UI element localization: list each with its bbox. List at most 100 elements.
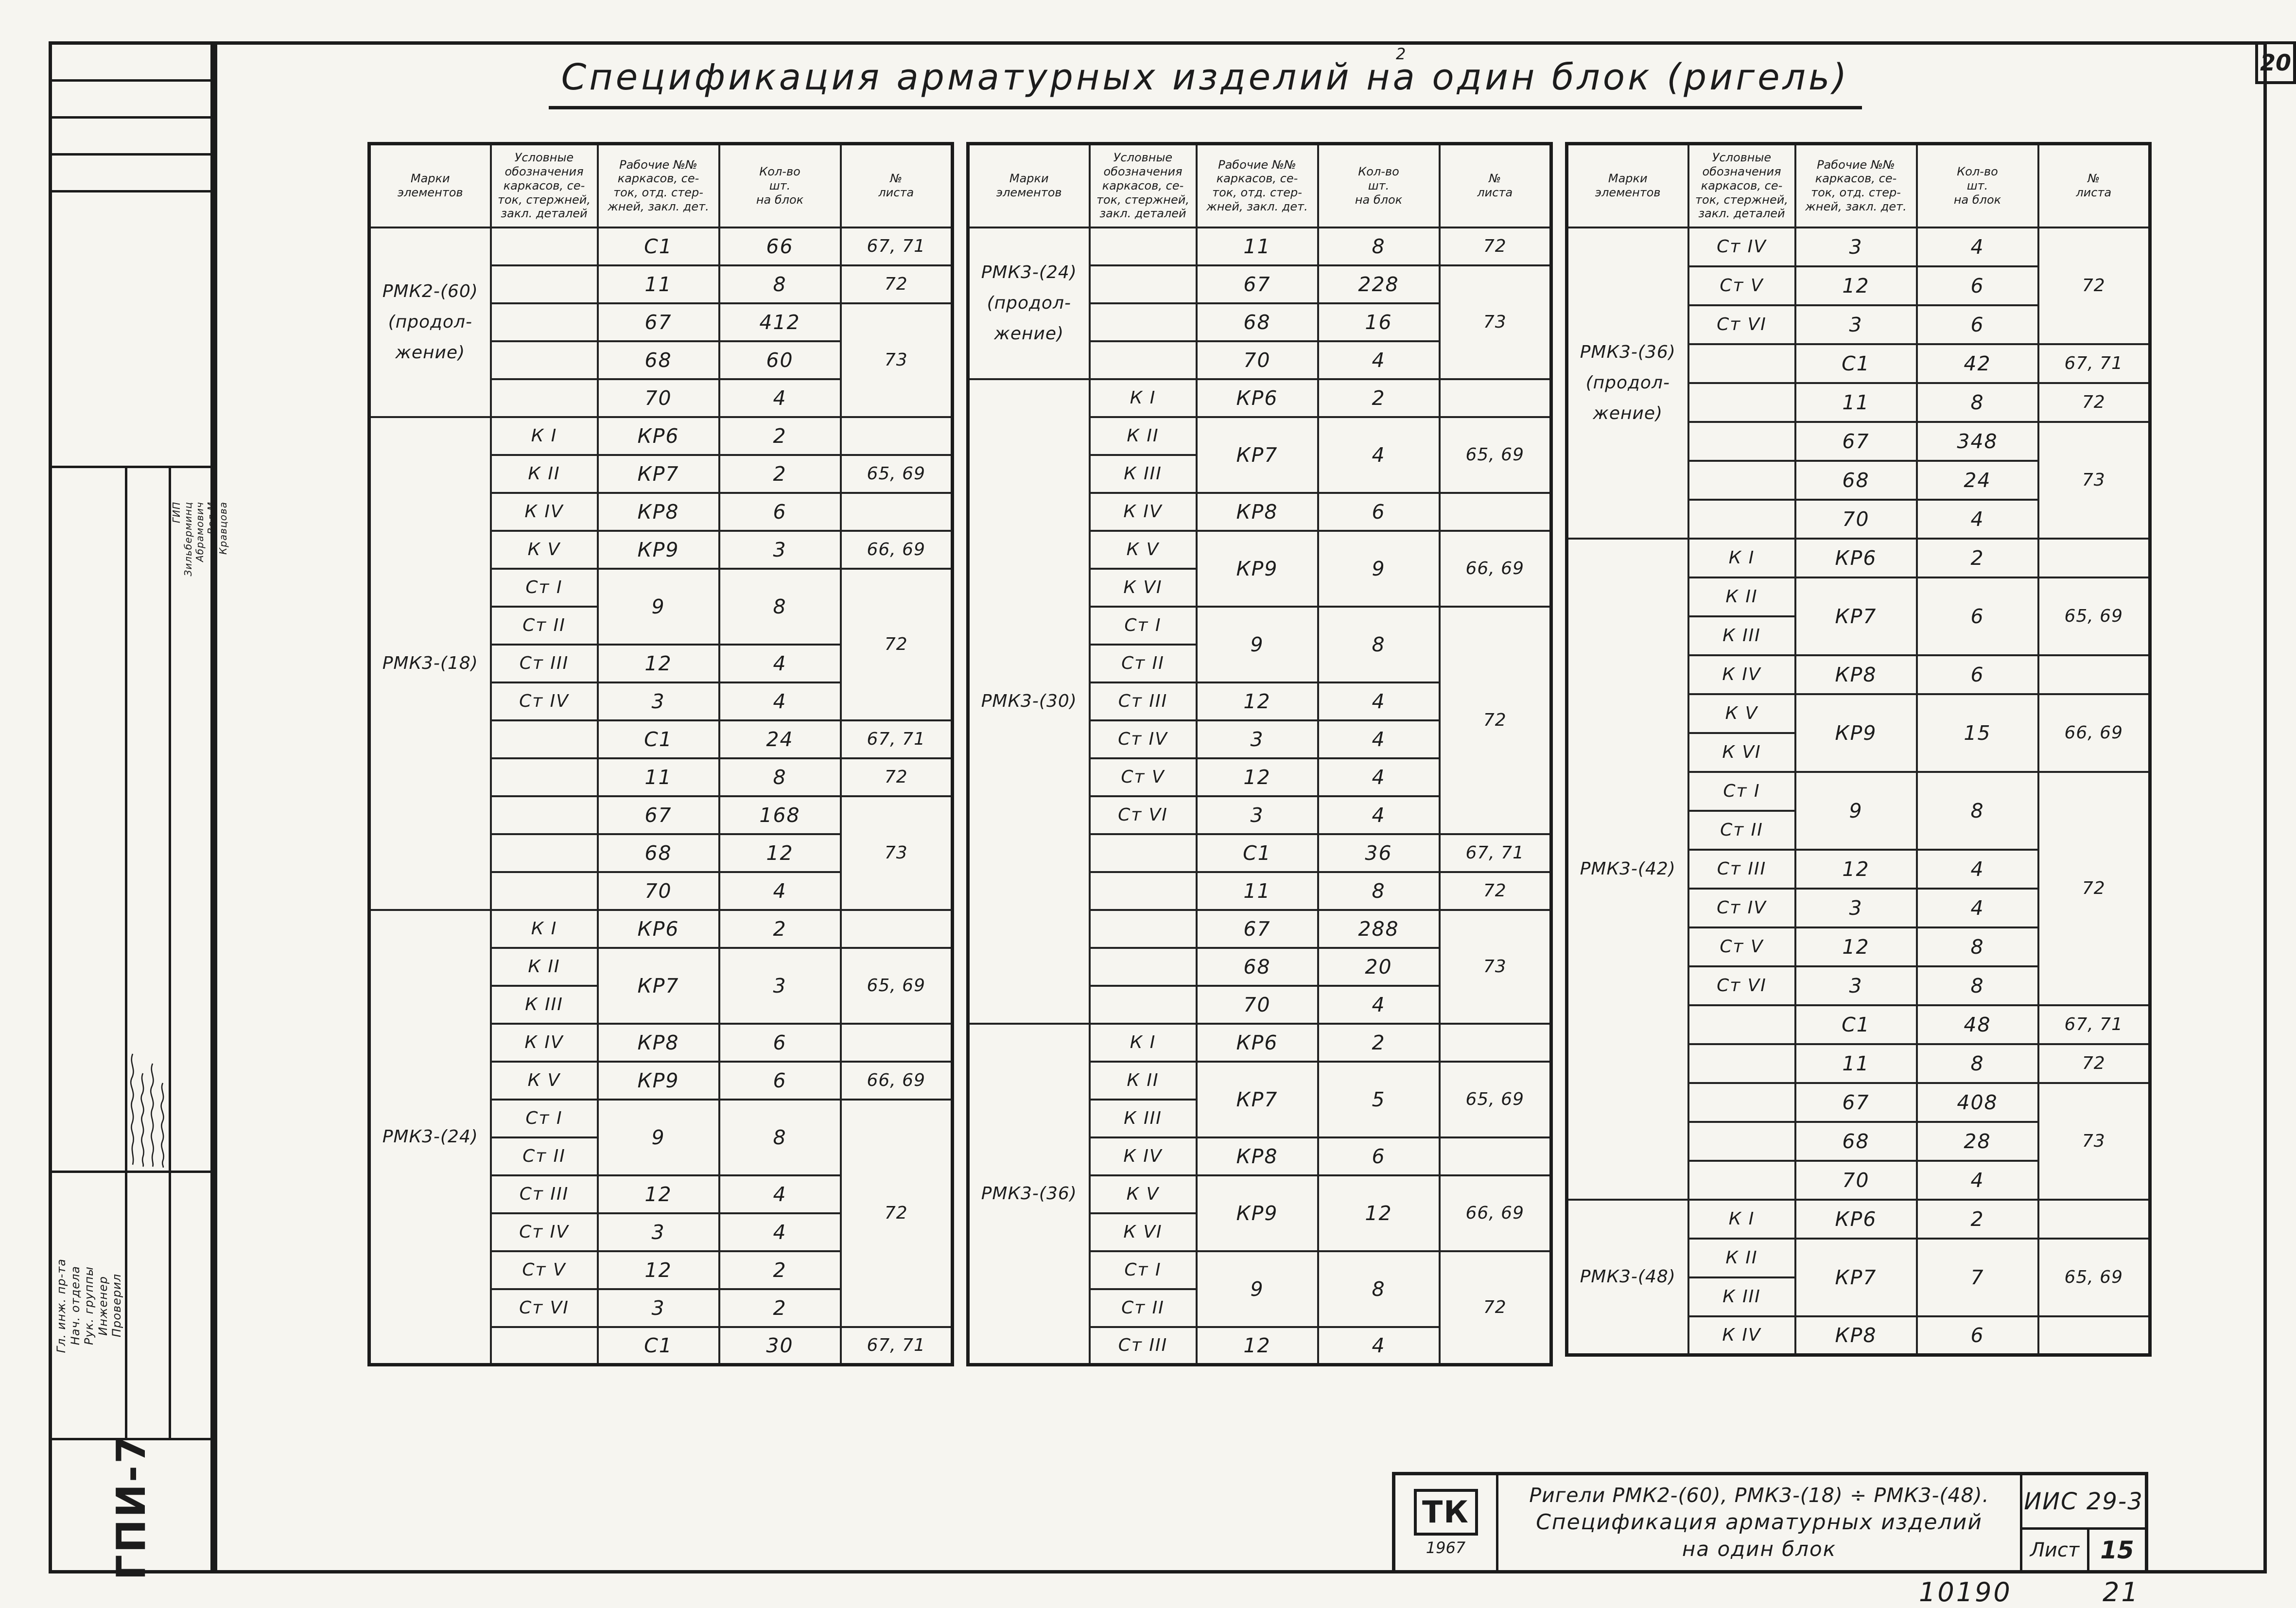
table-row: К IV КР8 6 (369, 1022, 954, 1063)
designation-cell (1088, 909, 1198, 949)
table-row: Ст I 9 8 72 (369, 1098, 954, 1328)
designation-cell: Ст I (1088, 605, 1198, 646)
work-number-cell: 9 (1195, 1250, 1319, 1328)
work-number-cell: 9 (1195, 605, 1319, 683)
table-row: К IV КР8 6 (1567, 654, 2151, 695)
column-header-mark: Марки элементов (1565, 142, 1689, 228)
stamp-empty-cell (52, 156, 210, 192)
qty-cell: 2 (718, 1250, 842, 1290)
title-superscript: 2 (1396, 45, 1406, 63)
designation-cell: Ст I (1687, 770, 1796, 812)
table-row: Ст III 12 4 (369, 1174, 953, 1214)
qty-cell: 2 (1915, 1198, 2039, 1240)
designation-cell: К V (1687, 693, 1796, 734)
sheet-number: 15 (2100, 1536, 2134, 1564)
column-header-number: Рабочие №№ каркасов, се- ток, отд. стер-… (596, 142, 720, 228)
table-row: К IV КР8 6 (1567, 1315, 2151, 1356)
table-row: 67 348 73 (1567, 420, 2151, 540)
table-row: К V КР9 6 66, 69 (369, 1060, 954, 1101)
column-header-sheet: № листа (839, 142, 954, 228)
signature-icon (150, 1063, 155, 1167)
table-row: 70 4 (968, 340, 1551, 380)
designation-cell (1687, 1159, 1796, 1201)
table-row: 70 4 (1567, 1159, 2150, 1201)
work-number-cell: 70 (1794, 1159, 1918, 1201)
qty-cell: 6 (1915, 576, 2039, 656)
designation-cell: Ст II (489, 1136, 599, 1176)
table-row: Ст II (369, 605, 953, 646)
column-header-designation: Условные обозначения каркасов, се- ток, … (489, 142, 599, 228)
doc-title-line3: на один блок (1682, 1537, 1837, 1561)
table-row: 11 8 72 (369, 264, 954, 304)
qty-cell: 8 (1915, 382, 2039, 423)
table-row: РМК3-(48) К I КР6 2 (1565, 1198, 2151, 1356)
designation-cell (489, 378, 599, 418)
work-number-cell: 70 (596, 378, 720, 418)
table-row: Ст II (968, 643, 1551, 683)
table-row: Ст II (1567, 809, 2150, 851)
table-row: РМК3-(24) (продол- жение) 11 8 72 (967, 226, 1552, 380)
qty-cell: 348 (1915, 420, 2039, 462)
qty-cell: 8 (1317, 1250, 1441, 1328)
table-row: Ст II (369, 1136, 953, 1176)
work-number-cell: 12 (1794, 848, 1918, 890)
table-row: РМК3-(18) К I КР6 2 (368, 416, 954, 911)
logo-year: 1967 (1426, 1538, 1466, 1557)
qty-cell: 4 (718, 643, 842, 683)
designation-cell: К I (1088, 378, 1198, 418)
qty-cell: 408 (1915, 1082, 2039, 1123)
sheet-ref-cell: 72 (839, 1098, 954, 1328)
qty-cell: 4 (718, 871, 842, 911)
stamp-org-block: ГПИ-7 (52, 1434, 210, 1580)
table-row: К III (1567, 1276, 2150, 1317)
table-row: 70 4 (369, 871, 953, 911)
designation-cell: К I (1687, 537, 1796, 578)
designation-cell (1687, 1120, 1796, 1162)
qty-cell: 4 (1915, 498, 2039, 540)
work-number-cell: 68 (1794, 459, 1918, 501)
qty-cell: 4 (1317, 757, 1441, 797)
qty-cell: 16 (1317, 302, 1441, 342)
work-number-cell: 3 (1794, 965, 1918, 1006)
qty-cell: 2 (718, 416, 842, 456)
table-row: 67 412 73 (369, 302, 954, 418)
work-number-cell: КР8 (1794, 1315, 1918, 1356)
qty-cell: 8 (1915, 1043, 2039, 1084)
designation-cell: К II (489, 946, 599, 987)
designation-cell (489, 302, 599, 342)
table-row: Ст IV 3 4 (369, 1212, 953, 1252)
sheet-ref-cell (2037, 1198, 2151, 1240)
qty-cell: 6 (1317, 491, 1441, 532)
designation-cell: К II (1687, 576, 1796, 617)
designation-cell (1687, 382, 1796, 423)
designation-cell: Ст V (1088, 757, 1198, 797)
qty-cell: 2 (1317, 378, 1441, 418)
designation-cell (1687, 1004, 1796, 1045)
table-row: 68 20 (968, 946, 1551, 987)
qty-cell: 6 (1915, 265, 2039, 306)
header-row: Марки элементов Условные обозначения карк… (1565, 142, 2151, 228)
header-row: Марки элементов Условные обозначения карк… (967, 142, 1552, 228)
sheet-ref-cell: 72 (839, 264, 954, 304)
work-number-cell: 3 (1195, 795, 1319, 835)
doc-title-line2: Спецификация арматурных изделий (1536, 1510, 1983, 1535)
sheet-ref-cell (839, 909, 954, 949)
qty-cell: 4 (1317, 416, 1441, 494)
designation-cell: К I (1687, 1198, 1796, 1240)
sheet-ref-cell: 72 (1438, 871, 1552, 911)
table-row: Ст V 12 2 (369, 1250, 953, 1290)
designation-cell (489, 833, 599, 873)
table-row: 11 8 72 (1567, 1043, 2151, 1084)
designation-cell (1088, 302, 1198, 342)
qty-cell: 60 (718, 340, 842, 380)
designation-cell: К III (1088, 454, 1198, 494)
designation-cell (489, 264, 599, 304)
designation-cell: Ст VI (489, 1288, 599, 1328)
table-row: К III (1567, 615, 2150, 656)
work-number-cell: 12 (1195, 757, 1319, 797)
sheet-ref-cell: 67, 71 (839, 1326, 954, 1366)
stamp-signatures (128, 1046, 168, 1168)
element-mark: РМК3-(48) (1565, 1198, 1689, 1356)
qty-cell: 6 (1317, 1136, 1441, 1176)
doc-title-cell: Ригели РМК2-(60), РМК3-(18) ÷ РМК3-(48).… (1498, 1475, 2022, 1570)
